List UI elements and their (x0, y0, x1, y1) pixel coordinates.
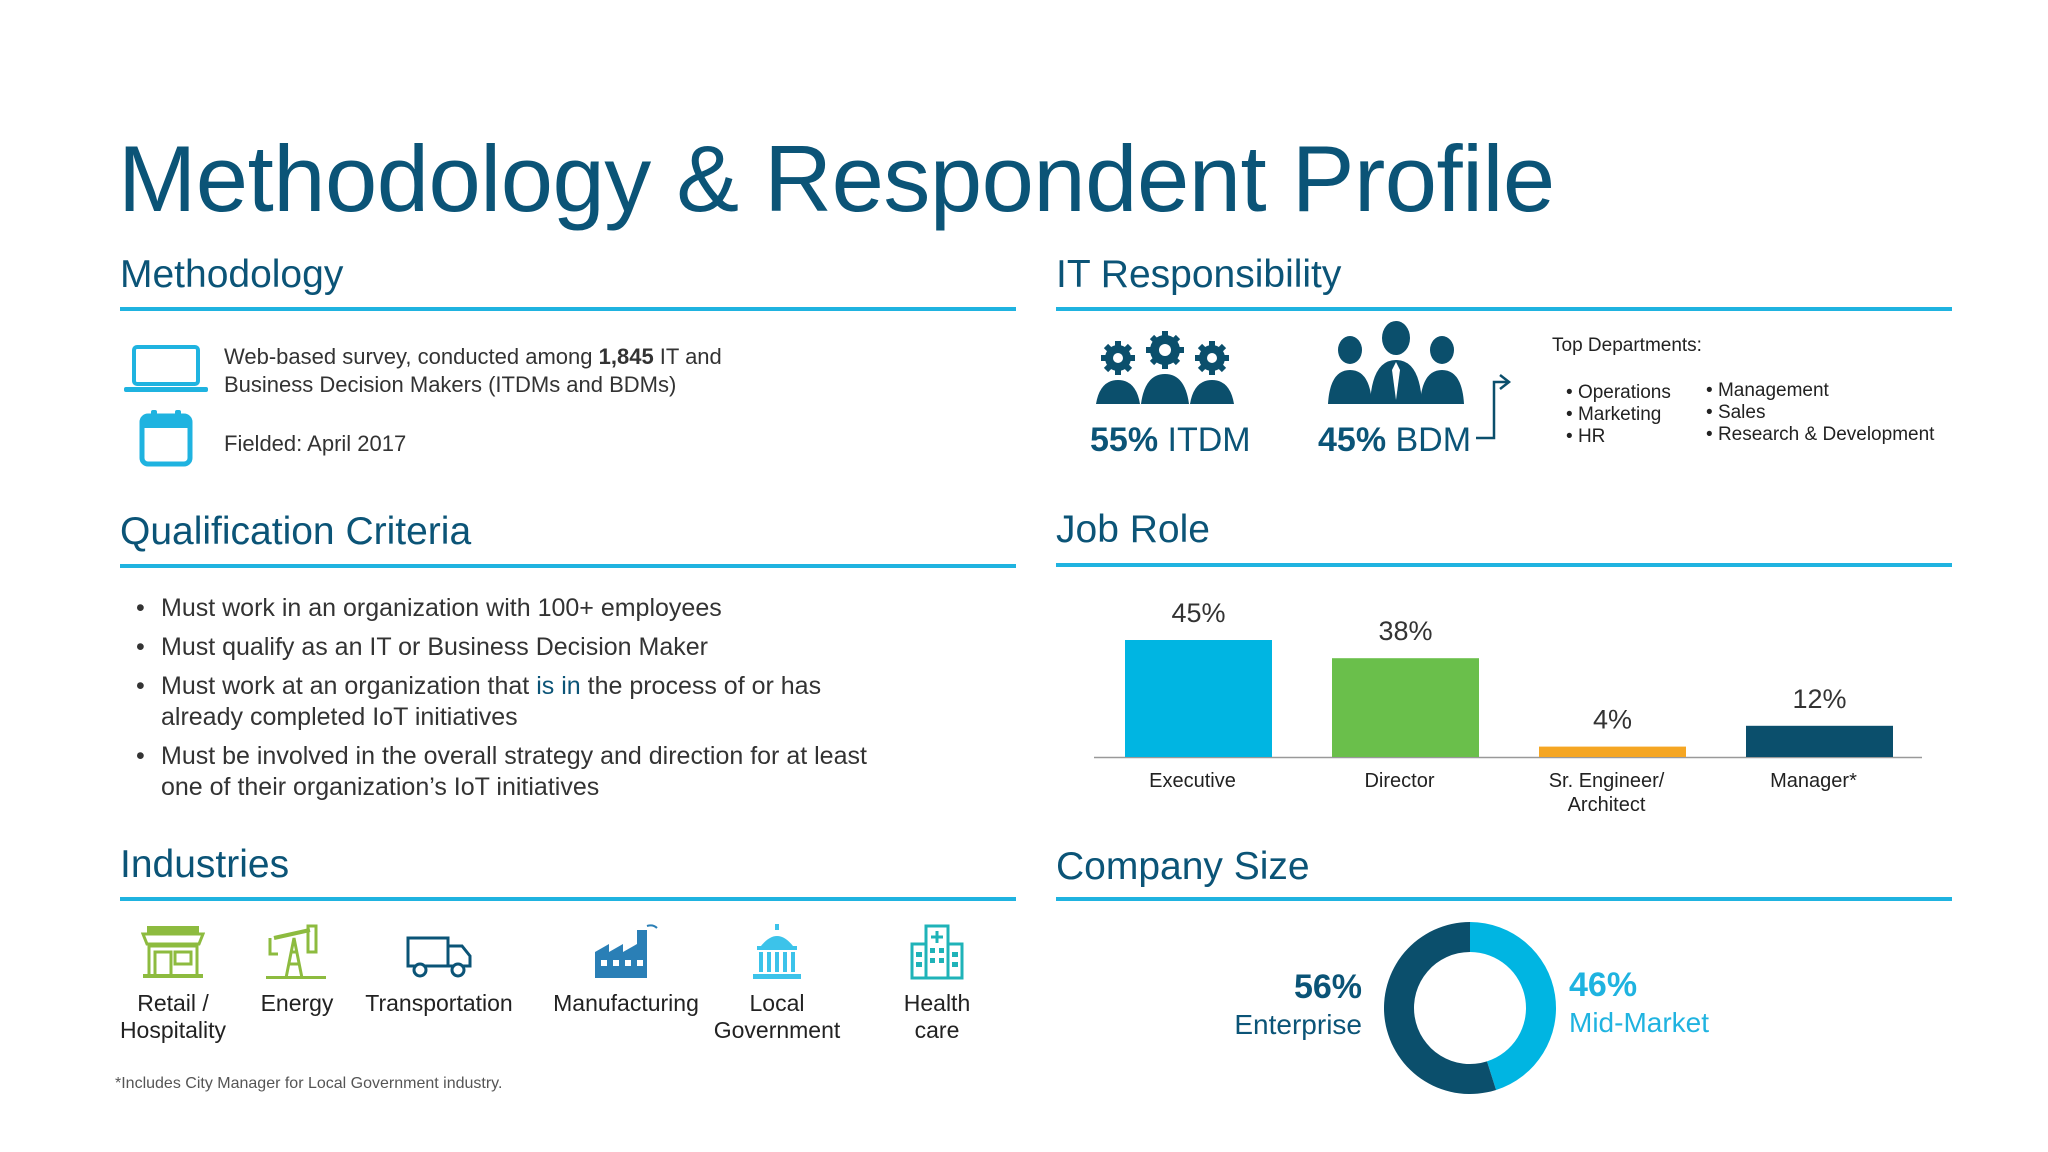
job-role-bar-chart: 45% Executive 38% Director 4% Sr. Engineer/Ar… (1094, 598, 1922, 816)
criteria-item: Must qualify as an IT or Business Decisi… (120, 632, 980, 663)
industry-label: Manufacturing (553, 990, 699, 1016)
qualification-list: Must work in an organization with 100+ e… (120, 593, 980, 811)
qualification-heading: Qualification Criteria (120, 510, 472, 553)
departments-list-1: Operations Marketing HR (1566, 382, 1671, 448)
enterprise-stat: 56% Enterprise (1200, 968, 1362, 1041)
category-label: Director (1364, 770, 1434, 792)
industry-label: Health (903, 990, 971, 1016)
capitol-building-icon (753, 924, 801, 979)
industry-manufacturing: Manufacturing (551, 924, 701, 1017)
hospital-icon (910, 924, 964, 980)
industry-label-line2: care (914, 1017, 960, 1043)
criteria-text: Must work in an organization with 100+ e… (161, 594, 722, 622)
industry-local-government: Local Government (702, 924, 852, 1044)
departments-list-2: Management Sales Research & Development (1706, 380, 1935, 446)
criteria-text: Must work at an organization that (161, 672, 537, 700)
survey-description: Web-based survey, conducted among 1,845 … (224, 343, 924, 399)
industry-retail: Retail / Hospitality (98, 924, 248, 1044)
oil-pump-icon (266, 924, 326, 979)
itdm-label: ITDM (1158, 421, 1251, 459)
department-item: Marketing (1566, 404, 1671, 426)
bar-value-label: 12% (1792, 684, 1846, 714)
retail-store-icon (141, 926, 205, 978)
donut-slice-enterprise (1384, 922, 1497, 1094)
criteria-item: Must work in an organization with 100+ e… (120, 593, 980, 624)
industry-label: Transportation (365, 990, 513, 1016)
criteria-text: Must qualify as an IT or Business Decisi… (161, 633, 708, 661)
department-item: HR (1566, 426, 1671, 448)
category-label: Manager* (1770, 770, 1857, 792)
gears-people-icon (1096, 331, 1234, 404)
company-size-divider (1056, 897, 1952, 901)
midmarket-percent: 46% (1569, 966, 1638, 1004)
industry-label-line2: Hospitality (119, 1017, 227, 1043)
job-role-heading: Job Role (1056, 508, 1210, 551)
survey-count: 1,845 (598, 344, 654, 369)
methodology-heading: Methodology (120, 253, 344, 296)
qualification-divider (120, 564, 1016, 568)
bar-4 (1746, 725, 1893, 757)
industry-health-care: Health care (862, 924, 1012, 1044)
fielded-date: Fielded: April 2017 (224, 431, 407, 456)
criteria-item: Must work at an organization that is in … (120, 671, 980, 733)
department-item: Sales (1706, 402, 1934, 424)
industry-energy: Energy (222, 924, 372, 1017)
it-responsibility-divider (1056, 307, 1952, 311)
survey-text-line2: Business Decision Makers (ITDMs and BDMs… (224, 372, 677, 397)
bar-value-label: 45% (1171, 598, 1225, 628)
truck-icon (406, 936, 472, 978)
bar-1 (1125, 640, 1272, 757)
criteria-text: one of their organization’s IoT initiati… (161, 773, 600, 801)
industry-label: Retail / (137, 990, 209, 1016)
department-item: Management (1706, 380, 1934, 402)
bdm-label: BDM (1386, 421, 1472, 459)
itdm-stat: 55% ITDM (1090, 421, 1251, 460)
bar-3 (1539, 746, 1686, 757)
job-role-divider (1056, 563, 1952, 567)
midmarket-stat: 46% Mid-Market (1569, 966, 1709, 1039)
category-label: Executive (1149, 770, 1236, 792)
criteria-item: Must be involved in the overall strategy… (120, 741, 980, 803)
department-item: Research & Development (1706, 424, 1935, 446)
calendar-icon (139, 410, 193, 467)
page-title: Methodology & Respondent Profile (118, 126, 1555, 231)
factory-icon (595, 924, 658, 978)
industry-label-line2: Government (713, 1017, 841, 1043)
category-label: Architect (1568, 794, 1646, 816)
category-label: Sr. Engineer/ (1549, 770, 1665, 792)
business-people-icon (1328, 321, 1464, 404)
department-item: Operations (1566, 382, 1671, 404)
criteria-highlight: is in (536, 672, 581, 700)
criteria-text: the process of or has (580, 672, 822, 700)
criteria-text: already completed IoT initiatives (161, 703, 518, 731)
arrow-connector-icon (1476, 374, 1512, 440)
industries-divider (120, 897, 1016, 901)
bar-2 (1332, 658, 1479, 757)
company-size-donut-chart (1384, 922, 1556, 1094)
midmarket-label: Mid-Market (1569, 1007, 1710, 1038)
bar-value-label: 4% (1593, 705, 1632, 735)
itdm-percent: 55% (1090, 421, 1159, 459)
criteria-text: Must be involved in the overall strategy… (161, 742, 867, 770)
footnote: *Includes City Manager for Local Governm… (115, 1075, 503, 1092)
enterprise-label: Enterprise (1234, 1009, 1362, 1040)
bar-value-label: 38% (1378, 616, 1432, 646)
it-responsibility-heading: IT Responsibility (1056, 253, 1342, 296)
methodology-divider (120, 307, 1016, 311)
bdm-stat: 45% BDM (1318, 421, 1471, 460)
industries-heading: Industries (120, 843, 290, 886)
survey-text-end: IT and (653, 344, 722, 369)
industry-label: Local (749, 990, 805, 1016)
bdm-percent: 45% (1318, 421, 1387, 459)
top-departments-label: Top Departments: (1552, 335, 1702, 356)
laptop-icon (124, 345, 208, 392)
donut-slice-mid-market (1470, 922, 1556, 1090)
survey-text-start: Web-based survey, conducted among (224, 344, 599, 369)
industry-transportation: Transportation (364, 924, 514, 1017)
industry-label: Energy (260, 990, 334, 1016)
company-size-heading: Company Size (1056, 845, 1310, 888)
enterprise-percent: 56% (1293, 968, 1362, 1006)
